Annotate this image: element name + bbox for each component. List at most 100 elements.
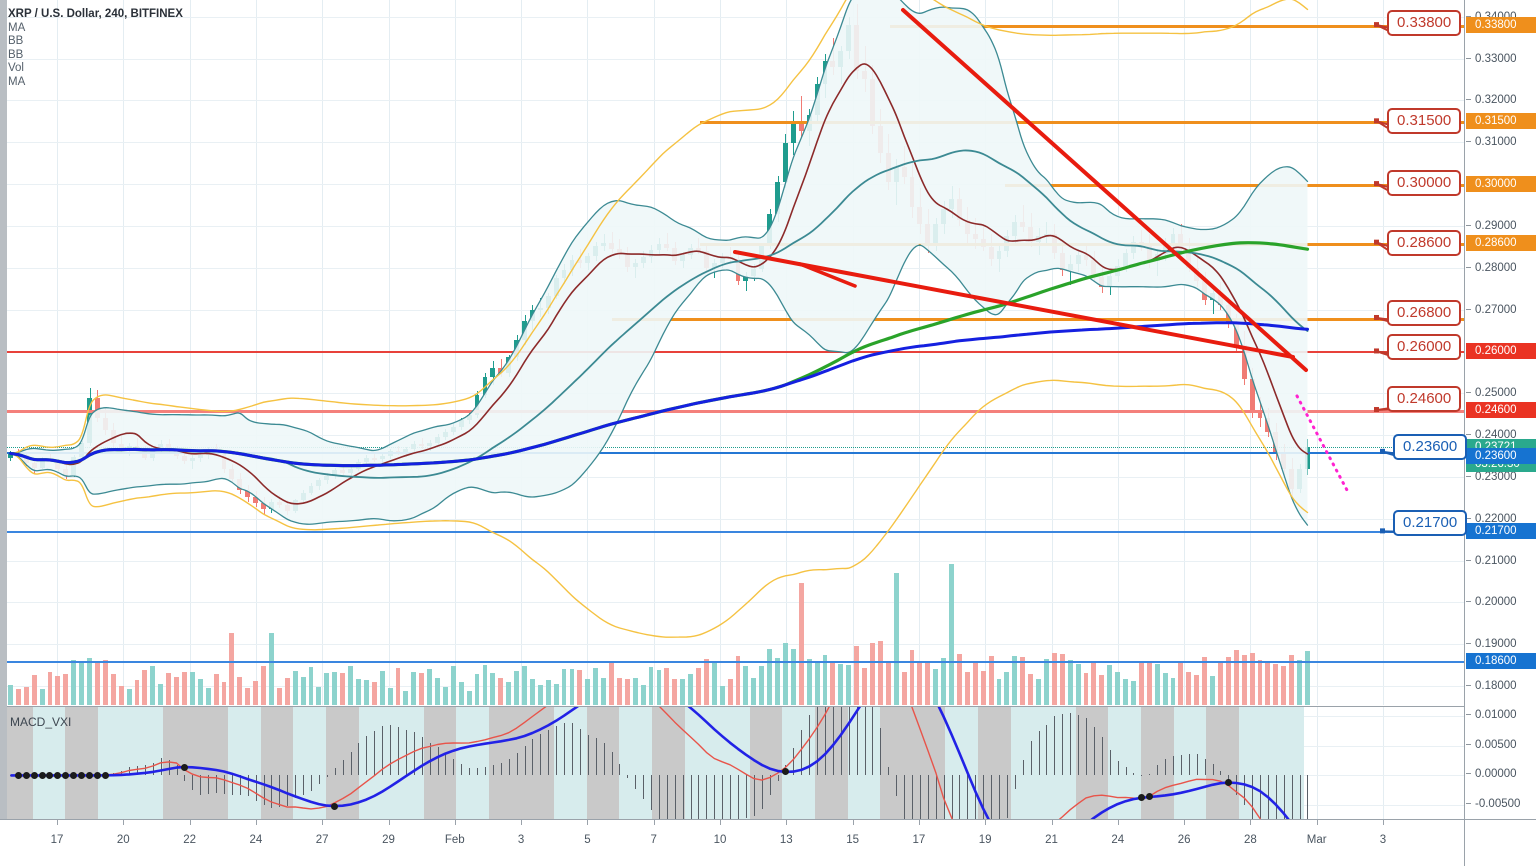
candle-body [181,456,187,462]
legend-indicator-2[interactable]: BB [8,48,24,61]
time-tick [255,820,257,825]
volume-bar [292,670,298,705]
price-axis-badge-0-33800[interactable]: 0.33800 [1466,17,1536,34]
candle-body [1115,265,1121,277]
legend-indicator-3[interactable]: Vol [8,62,24,74]
price-callout-0-33800[interactable]: 0.33800 [1387,10,1462,37]
volume-bar [1178,662,1184,705]
macd-histogram-bar [666,775,668,819]
level-line-0-23600[interactable] [0,451,1464,454]
price-callout-0-21700[interactable]: 0.21700 [1393,510,1468,537]
candle-body [569,260,575,270]
price-axis-badge-0-23600[interactable]: 0.23600 [1466,447,1536,464]
time-axis-label: 26 [1177,834,1191,846]
candle-body [466,415,472,421]
price-callout-0-24600[interactable]: 0.24600 [1387,386,1462,413]
price-axis[interactable]: 0.340000.330000.320000.310000.300000.290… [1464,0,1536,819]
volume-bar [498,677,504,705]
level-line-0-28600[interactable] [700,242,1464,246]
macd-histogram-bar [896,775,898,796]
legend-indicator-1[interactable]: BB [8,35,24,47]
candle-body [1020,221,1026,227]
session-band [391,707,424,819]
price-axis-badge-0-30000[interactable]: 0.30000 [1466,176,1536,193]
volume-bar [1154,664,1160,705]
level-line-0-26000[interactable] [0,351,1464,353]
macd-histogram-bar [587,735,589,776]
time-axis-label: 3 [1379,834,1387,846]
level-line-0-24600[interactable] [0,410,1464,413]
candle-body [624,255,630,267]
macd-histogram-bar [698,775,700,819]
candle-body [55,460,61,470]
level-line-0-26800[interactable] [612,317,1464,321]
time-tick [852,820,854,825]
macd-histogram-bar [658,775,660,819]
price-tick: 0.19000 [1465,637,1536,651]
candle-body [1044,234,1049,237]
level-line-0-18600[interactable] [0,661,1464,664]
volume-bar [885,661,891,705]
macd-histogram-bar [825,707,827,776]
macd-histogram-bar [848,707,850,776]
candle-body [775,182,781,215]
price-tick: 0.32000 [1465,93,1536,107]
time-axis-label: 22 [183,834,196,846]
volume-bar [110,674,116,705]
volume-bar [822,655,828,705]
candle-body [1257,412,1263,419]
candle-body [917,207,923,224]
price-chart-pane[interactable] [0,0,1464,705]
candle-body [735,259,741,282]
grid-line-horizontal [0,435,1464,436]
price-callout-0-28600[interactable]: 0.28600 [1387,230,1462,257]
macd-crossover-dot [331,802,339,810]
legend-indicator-4[interactable]: MA [8,75,26,88]
macd-histogram-bar [1046,724,1048,776]
price-callout-0-31500[interactable]: 0.31500 [1387,108,1462,135]
macd-histogram-bar [208,775,210,795]
price-axis-badge-0-24600[interactable]: 0.24600 [1466,402,1536,419]
time-axis[interactable]: 17 20 22 24 27 29 Feb 3 5 7 10 13 15 17 19 21 24 26 28 Mar 3 [0,819,1536,866]
volume-bar [1210,676,1215,705]
price-axis-badge-0-31500[interactable]: 0.31500 [1466,113,1536,130]
volume-bar [348,666,353,705]
volume-bar [268,632,274,705]
volume-bar [134,680,140,705]
price-callout-0-26000[interactable]: 0.26000 [1387,334,1462,361]
price-axis-badge-0-26000[interactable]: 0.26000 [1466,343,1536,360]
candle-body [561,269,567,279]
macd-histogram-bar [223,775,225,794]
level-line-0-31500[interactable] [700,121,1464,125]
time-axis-label: 17 [912,834,926,846]
volume-bar [229,633,235,705]
candle-body [1059,253,1065,270]
price-axis-badge-0-18600[interactable]: 0.18600 [1466,653,1536,670]
price-callout-0-23600[interactable]: 0.23600 [1393,434,1468,461]
macd-crossover-dot [22,771,30,779]
volume-bar [719,685,725,705]
macd-histogram-bar [880,728,882,776]
candle-wick [698,238,700,255]
candle-body [1210,292,1215,301]
price-callout-0-30000[interactable]: 0.30000 [1387,170,1462,197]
level-line-0-21700[interactable] [0,531,1464,534]
price-axis-badge-0-28600[interactable]: 0.28600 [1466,234,1536,251]
macd-histogram-bar [421,736,423,776]
candle-body [324,476,330,481]
candle-body [506,357,512,374]
macd-histogram-bar [437,747,439,776]
macd-histogram-bar [722,775,724,819]
candle-body [1123,253,1128,266]
volume-bar [830,662,836,705]
last-price-line[interactable] [0,446,1464,448]
macd-chart-pane[interactable]: MACD_VXI [0,706,1464,819]
candle-body [23,455,29,463]
volume-bar [1059,653,1065,705]
volume-bar [23,687,29,705]
price-callout-0-26800[interactable]: 0.26800 [1387,300,1462,327]
volume-bar [529,679,535,705]
candle-body [1194,267,1200,282]
price-axis-badge-0-21700[interactable]: 0.21700 [1466,523,1536,540]
legend-indicator-0[interactable]: MA [8,21,26,34]
